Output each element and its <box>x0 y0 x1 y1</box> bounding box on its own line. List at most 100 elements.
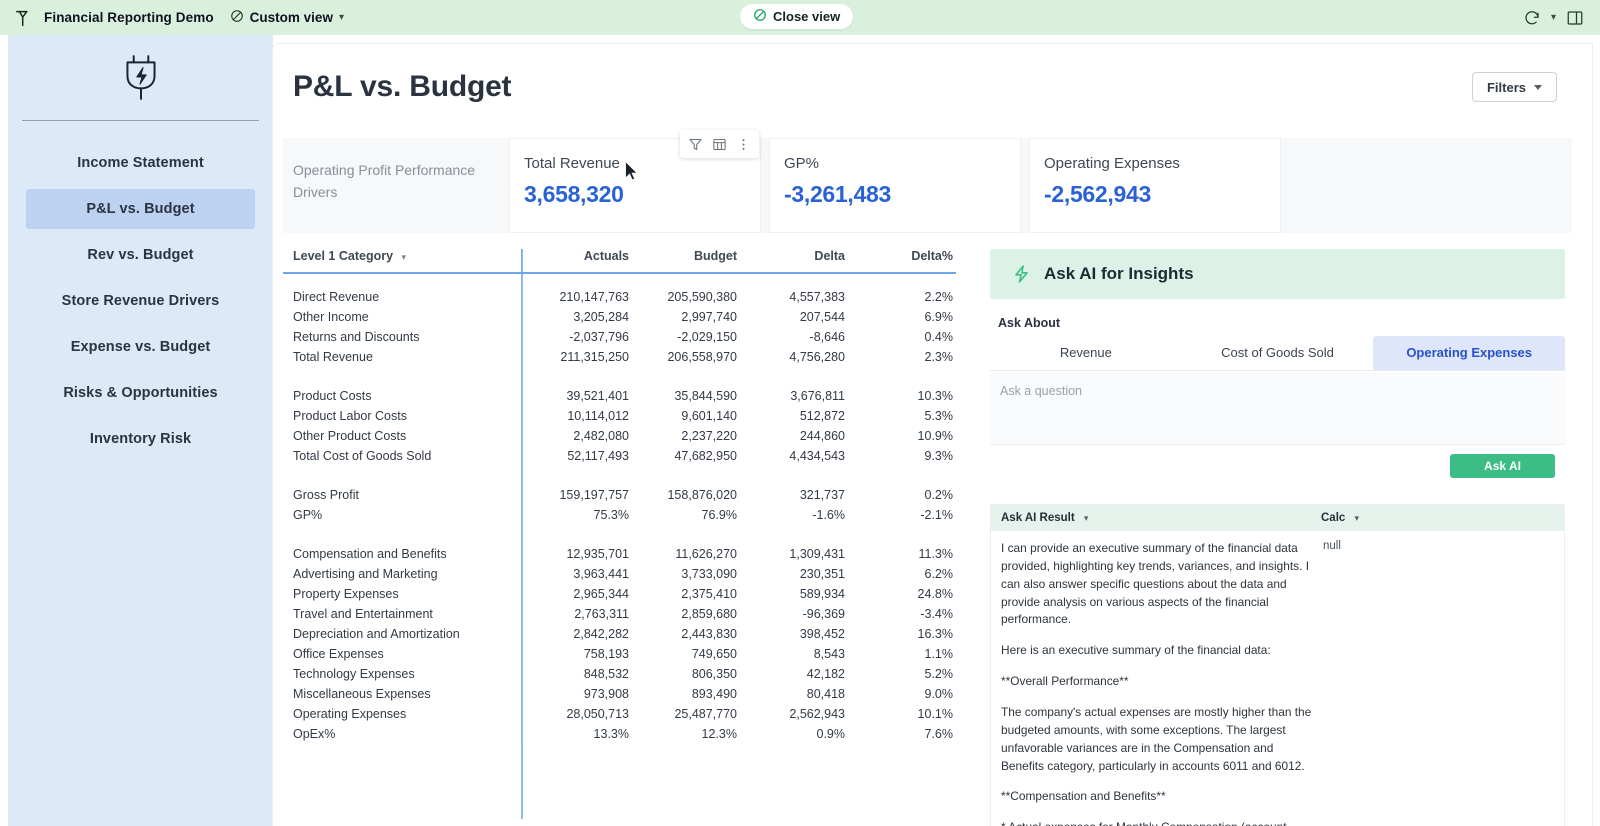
main-content: P&L vs. Budget Filters Operating Profit … <box>273 44 1592 826</box>
refresh-icon[interactable] <box>1523 9 1541 27</box>
ask-ai-actions: Ask AI <box>990 445 1565 478</box>
ask-ai-result-text: I can provide an executive summary of th… <box>1001 540 1313 826</box>
result-col-header-group[interactable]: Ask AI Result ▾ <box>1001 512 1321 524</box>
cell-budget: 749,650 <box>691 647 737 661</box>
kpi-card-operating-expenses[interactable]: Operating Expenses -2,562,943 <box>1029 138 1281 233</box>
cell-delta: 80,418 <box>806 687 845 701</box>
more-icon[interactable] <box>736 137 751 152</box>
column-header-level1-category[interactable]: Level 1 Category ▾ <box>283 249 522 274</box>
table-row[interactable]: Returns and Discounts -2,037,796 -2,029,15… <box>283 327 956 347</box>
kpi-section-label: Operating Profit Performance Drivers <box>293 162 476 200</box>
table-row[interactable]: Miscellaneous Expenses 973,908 893,490 80,4… <box>283 684 956 704</box>
table-group-spacer <box>283 525 956 544</box>
table-row[interactable]: Travel and Entertainment 2,763,311 2,859,6… <box>283 604 956 624</box>
cell-delta: -96,369 <box>802 607 845 621</box>
table-row[interactable]: OpEx% 13.3% 12.3% 0.9% 7.6% <box>283 724 956 744</box>
table-row[interactable]: Gross Profit 159,197,757 158,876,020 321,73… <box>283 485 956 505</box>
cell-category: Office Expenses <box>283 644 522 664</box>
sidebar-item-rev-vs-budget[interactable]: Rev vs. Budget <box>26 235 255 275</box>
cell-delta: 4,434,543 <box>789 449 845 463</box>
cell-category: Technology Expenses <box>283 664 522 684</box>
table-row[interactable]: Total Revenue 211,315,250 206,558,970 4,756… <box>283 347 956 367</box>
cell-budget: 806,350 <box>691 667 737 681</box>
kpi-card-title: Operating Expenses <box>1044 155 1180 172</box>
tab-revenue[interactable]: Revenue <box>990 336 1182 370</box>
result-paragraph: **Compensation and Benefits** <box>1001 789 1166 804</box>
sidebar-item-label: Expense vs. Budget <box>70 339 211 355</box>
table-row[interactable]: Operating Expenses 28,050,713 25,487,770 2,… <box>283 704 956 724</box>
sidebar-item-expense-vs-budget[interactable]: Expense vs. Budget <box>26 327 255 367</box>
filters-button[interactable]: Filters <box>1471 72 1557 102</box>
cell-category: Product Costs <box>283 386 522 406</box>
refresh-chevron-down-icon[interactable]: ▾ <box>1550 12 1556 23</box>
close-view-icon <box>753 8 767 25</box>
custom-view-selector[interactable]: Custom view ▾ <box>230 9 344 26</box>
kpi-card-total-revenue[interactable]: Total Revenue 3,658,320 <box>509 138 761 233</box>
calc-col-header-group[interactable]: Calc ▾ <box>1321 512 1359 524</box>
cell-delta-pct: 9.0% <box>924 687 954 701</box>
kpi-card-gp-percent[interactable]: GP% -3,261,483 <box>769 138 1021 233</box>
cell-budget: 35,844,590 <box>674 389 737 403</box>
close-view-button[interactable]: Close view <box>740 4 854 29</box>
ask-ai-result-calc: null <box>1323 540 1341 552</box>
cell-budget: 47,682,950 <box>674 449 737 463</box>
sidebar-item-label: Income Statement <box>77 155 204 171</box>
table-row[interactable]: Direct Revenue 210,147,763 205,590,380 4,55… <box>283 287 956 307</box>
mouse-cursor <box>624 160 639 181</box>
column-header-delta-pct[interactable]: Delta% <box>845 249 953 274</box>
cell-actuals: 3,963,441 <box>573 567 629 581</box>
sidebar-logo <box>8 35 273 120</box>
table-row[interactable]: Product Labor Costs 10,114,012 9,601,140 51… <box>283 406 956 426</box>
table-row[interactable]: Property Expenses 2,965,344 2,375,410 589,9… <box>283 584 956 604</box>
kpi-band: Operating Profit Performance Drivers Tot… <box>283 130 1572 233</box>
table-row[interactable]: Total Cost of Goods Sold 52,117,493 47,682… <box>283 446 956 466</box>
table-row[interactable]: GP% 75.3% 76.9% -1.6% -2.1% <box>283 505 956 525</box>
sidebar-item-pl-vs-budget[interactable]: P&L vs. Budget <box>26 189 255 229</box>
app-logo-icon <box>14 7 36 29</box>
cell-pad <box>953 664 956 684</box>
column-header-budget[interactable]: Budget <box>629 249 737 274</box>
panel-toggle-icon[interactable] <box>1566 9 1584 27</box>
table-row[interactable]: Office Expenses 758,193 749,650 8,543 1.1% <box>283 644 956 664</box>
column-header-actuals[interactable]: Actuals <box>521 249 629 274</box>
table-row[interactable]: Advertising and Marketing 3,963,441 3,733,… <box>283 564 956 584</box>
cell-delta-pct: -3.4% <box>920 607 953 621</box>
cell-budget: -2,029,150 <box>677 330 737 344</box>
sidebar-item-store-revenue-drivers[interactable]: Store Revenue Drivers <box>26 281 255 321</box>
cell-pad <box>953 347 956 367</box>
cell-budget: 25,487,770 <box>674 707 737 721</box>
top-bar-right: ▾ <box>1523 0 1584 35</box>
cell-pad <box>953 406 956 426</box>
cell-actuals: 39,521,401 <box>566 389 629 403</box>
cell-actuals: 52,117,493 <box>567 449 629 463</box>
table-row[interactable]: Depreciation and Amortization 2,842,282 2,… <box>283 624 956 644</box>
pl-table: Level 1 Category ▾ Actuals Budget Delta … <box>283 249 956 744</box>
sidebar-item-inventory-risk[interactable]: Inventory Risk <box>26 419 255 459</box>
table-row[interactable]: Product Costs 39,521,401 35,844,590 3,676,8… <box>283 386 956 406</box>
table-row[interactable]: Technology Expenses 848,532 806,350 42,182 5… <box>283 664 956 684</box>
tab-cost-of-goods-sold[interactable]: Cost of Goods Sold <box>1182 336 1374 370</box>
table-row[interactable]: Other Income 3,205,284 2,997,740 207,544 6.9… <box>283 307 956 327</box>
ask-ai-button[interactable]: Ask AI <box>1450 454 1555 478</box>
cell-delta-pct: 24.8% <box>917 587 953 601</box>
cell-actuals: 12,935,701 <box>566 547 629 561</box>
ask-about-label: Ask About <box>998 316 1061 330</box>
filter-icon[interactable] <box>688 137 703 152</box>
cell-budget: 2,997,740 <box>681 310 737 324</box>
question-input[interactable]: Ask a question <box>990 373 1565 445</box>
card-hover-toolbar <box>680 130 759 158</box>
cell-delta-pct: 9.3% <box>924 449 954 463</box>
result-col-header-label: Ask AI Result <box>1001 512 1075 524</box>
tab-operating-expenses[interactable]: Operating Expenses <box>1373 336 1566 370</box>
sidebar-item-label: Store Revenue Drivers <box>61 293 220 309</box>
table-row[interactable]: Compensation and Benefits 12,935,701 11,62… <box>283 544 956 564</box>
sidebar-item-income-statement[interactable]: Income Statement <box>26 143 255 183</box>
column-header-label: Level 1 Category <box>293 249 394 263</box>
cell-pad <box>953 307 956 327</box>
column-header-delta[interactable]: Delta <box>737 249 845 274</box>
sidebar-item-risks-opportunities[interactable]: Risks & Opportunities <box>26 373 255 413</box>
app-title: Financial Reporting Demo <box>44 10 214 25</box>
cell-category: Gross Profit <box>283 485 522 505</box>
table-row[interactable]: Other Product Costs 2,482,080 2,237,220 244… <box>283 426 956 446</box>
columns-icon[interactable] <box>712 137 727 152</box>
